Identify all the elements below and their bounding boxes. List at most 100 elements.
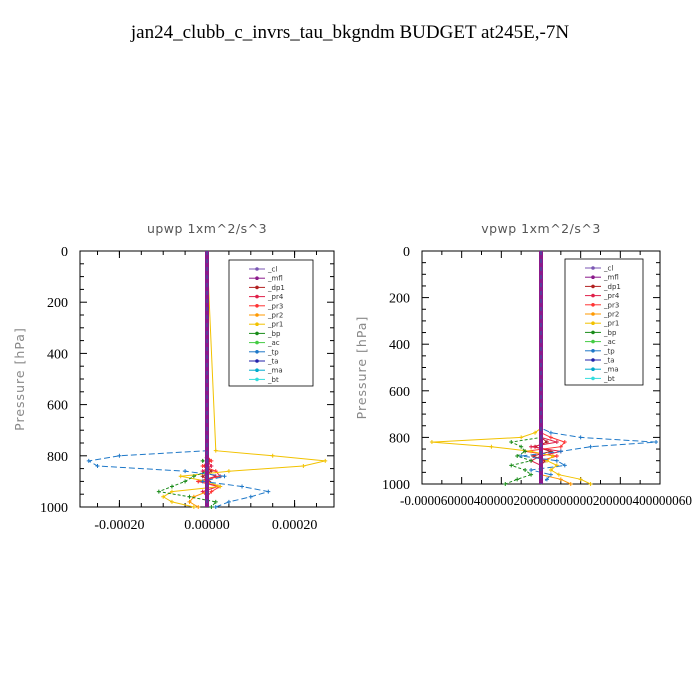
x-tick-labels-overlapping: -0.0000600004000002000000000002000004000… — [400, 494, 692, 509]
data-point-pr1 — [519, 435, 524, 440]
chart-panel-2: vpwp 1xm^2/s^3 Pressure [hPa] 0 200 400 600 80… — [354, 221, 692, 509]
legend-label-pr1: _pr1 — [267, 321, 283, 329]
legend: _cl_mfl_dp1_pr4_pr3_pr2_pr1_bp_ac_tp_ta_… — [564, 258, 644, 386]
y-tick-label: 1000 — [40, 501, 68, 516]
data-point-pr1 — [429, 440, 434, 445]
data-point-pr1 — [169, 489, 174, 494]
legend-marker-bp — [255, 331, 259, 336]
x-tick-label: -0.00020 — [94, 518, 144, 533]
y-tick-label: 1000 — [382, 478, 410, 493]
legend-marker-bt — [591, 376, 595, 381]
data-point-tp — [548, 430, 553, 435]
legend-marker-pr2 — [255, 313, 259, 317]
data-point-bp — [523, 468, 528, 473]
x-tick-label: 0.00000 — [184, 518, 230, 533]
legend-marker-pr4 — [255, 294, 259, 299]
data-point-tp — [266, 489, 271, 494]
data-point-tp — [654, 440, 659, 445]
legend-label-pr1: _pr1 — [603, 320, 619, 328]
data-point-pr3 — [554, 454, 559, 459]
data-point-pr1 — [169, 499, 174, 504]
data-point-tp — [558, 449, 563, 454]
data-point-bp — [200, 458, 205, 463]
data-point-pr1 — [213, 448, 218, 453]
legend-marker-pr3 — [255, 304, 259, 308]
data-point-pr1 — [550, 454, 555, 459]
legend-marker-ma — [591, 367, 595, 372]
legend-label-cl: _cl — [267, 266, 277, 274]
legend-label-pr4: _pr4 — [603, 292, 620, 300]
data-point-bp — [209, 505, 214, 509]
data-point-dp1 — [200, 474, 205, 479]
data-point-tp — [117, 453, 122, 458]
legend-label-ac: _ac — [267, 339, 280, 347]
data-point-tp — [183, 469, 188, 474]
legend-label-ac: _ac — [603, 338, 616, 346]
y-tick-label: 400 — [389, 338, 410, 353]
data-point-bp — [509, 440, 514, 445]
data-point-tp — [519, 454, 524, 459]
legend-label-bt: _bt — [603, 375, 615, 383]
legend-label-pr2: _pr2 — [603, 311, 619, 319]
chart-panel-1: upwp 1xm^2/s^3 Pressure [hPa] 0 200 400 600 80… — [12, 221, 335, 533]
data-point-pr1 — [548, 468, 553, 473]
legend-marker-ac — [591, 339, 595, 344]
y-tick-label: 200 — [389, 292, 410, 307]
data-point-tp — [529, 468, 534, 473]
data-point-bp — [509, 463, 514, 468]
y-axis-label: Pressure [hPa] — [12, 327, 27, 431]
data-point-bp — [169, 484, 174, 489]
data-point-pr4 — [209, 464, 214, 469]
data-point-bp — [529, 458, 534, 463]
legend-label-mfl: _mfl — [267, 275, 283, 283]
y-tick-label: 600 — [47, 399, 68, 414]
data-point-pr3 — [209, 458, 214, 463]
legend-marker-pr4 — [591, 293, 595, 298]
panel-title: upwp 1xm^2/s^3 — [147, 221, 267, 236]
data-point-tp — [240, 484, 245, 489]
legend-label-pr3: _pr3 — [603, 301, 619, 309]
y-tick-label: 800 — [47, 450, 68, 465]
data-point-pr3 — [562, 440, 567, 445]
data-point-bp — [523, 449, 528, 454]
legend-label-dp1: _dp1 — [603, 283, 621, 291]
data-point-bp — [187, 494, 192, 499]
legend-label-ta: _ta — [603, 357, 615, 365]
legend-label-ma: _ma — [603, 366, 619, 374]
legend-label-pr4: _pr4 — [267, 293, 284, 301]
y-tick-label: 600 — [389, 385, 410, 400]
figure-title: jan24_clubb_c_invrs_tau_bkgndm BUDGET at… — [130, 22, 570, 43]
y-tick-label: 400 — [47, 347, 68, 362]
data-point-pr4 — [554, 440, 559, 445]
legend-marker-ma — [255, 368, 259, 373]
legend-marker-tp — [255, 350, 259, 354]
legend-label-bp: _bp — [603, 329, 617, 337]
data-point-pr2 — [558, 477, 563, 482]
data-point-tp — [554, 458, 559, 463]
y-tick-label: 800 — [389, 431, 410, 446]
legend-box — [564, 258, 644, 386]
data-point-tp — [200, 479, 205, 484]
data-point-tp — [548, 472, 553, 477]
data-point-tp — [578, 435, 583, 440]
data-point-bp — [519, 444, 524, 449]
legend-marker-pr3 — [591, 303, 595, 307]
data-point-pr1 — [191, 505, 196, 509]
legend-marker-dp1 — [591, 284, 595, 289]
data-point-pr2 — [196, 505, 201, 509]
legend-marker-cl — [255, 267, 259, 271]
data-point-pr1 — [178, 474, 183, 479]
legend-marker-ac — [255, 340, 259, 345]
data-point-tp — [562, 463, 567, 468]
series-line-pr3 — [525, 251, 566, 484]
legend-marker-dp1 — [255, 285, 259, 290]
data-point-bp — [503, 482, 508, 486]
legend: _cl_mfl_dp1_pr4_pr3_pr2_pr1_bp_ac_tp_ta_… — [228, 259, 314, 387]
series-line-pr2 — [188, 251, 208, 508]
y-axis-label: Pressure [hPa] — [354, 316, 369, 420]
legend-marker-pr1 — [255, 322, 259, 327]
data-point-bp — [515, 477, 520, 482]
data-point-pr1 — [301, 464, 306, 469]
data-point-tp — [86, 458, 91, 463]
